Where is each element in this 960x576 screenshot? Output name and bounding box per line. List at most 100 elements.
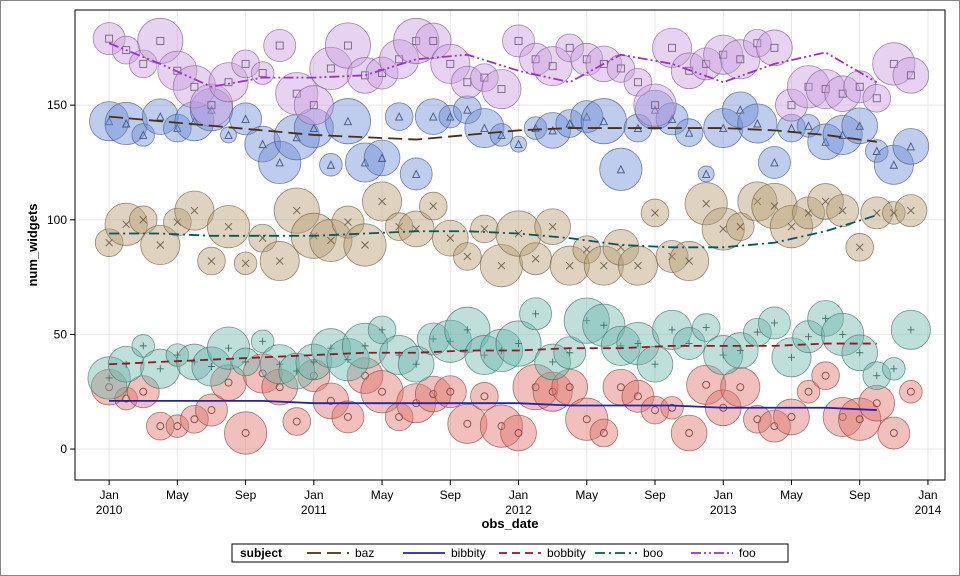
marker-symbol: [770, 43, 779, 52]
marker-symbol: [906, 387, 915, 396]
marker-symbol: [702, 324, 710, 332]
bubble: [414, 98, 452, 135]
marker-symbol: [549, 358, 557, 366]
marker-symbol: [480, 392, 489, 401]
marker-symbol: [770, 319, 778, 327]
marker-symbol: [429, 202, 438, 210]
marker-symbol: [497, 422, 506, 431]
marker-symbol: [514, 139, 523, 149]
bubble: [892, 57, 930, 94]
marker-symbol: [412, 37, 421, 45]
marker-symbol: [463, 252, 472, 261]
marker-symbol: [207, 105, 216, 114]
marker-symbol: [855, 82, 864, 91]
marker-symbol: [327, 236, 335, 245]
legend-label: boo: [643, 546, 663, 560]
marker-symbol: [684, 128, 694, 137]
bubble: [244, 125, 281, 163]
bubble: [623, 67, 653, 97]
marker-symbol: [377, 153, 387, 162]
bubble: [195, 393, 228, 427]
bubble: [565, 397, 609, 441]
marker-symbol: [668, 43, 677, 52]
marker-symbol: [804, 387, 813, 396]
marker-symbol: [736, 346, 744, 354]
marker-symbol: [787, 413, 796, 421]
marker-symbol: [122, 46, 131, 55]
marker-symbol: [139, 342, 147, 350]
marker-symbol: [344, 356, 352, 364]
marker-symbol: [600, 321, 608, 329]
marker-symbol: [531, 383, 540, 392]
marker-symbol: [821, 85, 830, 94]
bubble: [807, 123, 844, 161]
marker-symbol: [207, 257, 216, 265]
marker-symbol: [480, 351, 488, 359]
marker-symbol: [531, 254, 540, 263]
marker-symbol: [753, 197, 762, 206]
bubble: [131, 123, 155, 147]
marker-symbol: [378, 197, 386, 206]
marker-symbol: [292, 417, 301, 426]
marker-symbol: [599, 429, 608, 437]
bubble: [324, 22, 371, 69]
marker-symbol: [139, 59, 148, 68]
bubble: [555, 33, 584, 63]
x-tick-label: May: [780, 488, 803, 502]
marker-symbol: [310, 358, 318, 366]
trend-line: [109, 342, 877, 366]
marker-symbol: [753, 118, 762, 128]
marker-symbol: [753, 39, 762, 48]
marker-symbol: [139, 215, 148, 224]
marker-symbol: [634, 340, 642, 348]
x-tick-label: Sep: [235, 488, 257, 502]
bubble: [758, 409, 791, 443]
marker-symbol: [804, 121, 813, 130]
marker-symbol: [650, 105, 660, 114]
bubble: [589, 418, 619, 448]
marker-symbol: [583, 317, 591, 325]
bubble: [220, 126, 237, 144]
marker-symbol: [890, 209, 898, 217]
legend: subject baz bibbity bobbity boo foo: [231, 543, 789, 563]
marker-symbol: [224, 222, 233, 231]
bubble: [464, 108, 505, 149]
bubble: [786, 65, 831, 109]
marker-symbol: [326, 396, 335, 405]
bubble: [862, 84, 892, 113]
trend-line: [108, 42, 878, 88]
marker-symbol: [292, 89, 301, 98]
marker-symbol: [156, 112, 165, 121]
bubble: [737, 103, 778, 144]
marker-symbol: [394, 112, 404, 121]
bubble: [500, 414, 537, 452]
marker-symbol: [565, 261, 574, 270]
bubble: [430, 43, 471, 84]
marker-symbol: [906, 71, 915, 80]
marker-symbol: [224, 78, 233, 87]
marker-symbol: [446, 234, 455, 242]
bubble: [892, 128, 930, 165]
marker-symbol: [480, 73, 489, 82]
trend-line: [109, 115, 877, 143]
marker-symbol: [173, 218, 182, 226]
marker-symbol: [242, 358, 250, 366]
marker-symbol: [258, 369, 267, 378]
marker-symbol: [275, 41, 284, 50]
marker-symbol: [225, 344, 233, 352]
marker-symbol: [275, 157, 284, 167]
marker-symbol: [293, 367, 301, 375]
marker-symbol: [411, 169, 421, 178]
x-tick-label: Jan: [509, 488, 528, 502]
marker-symbol: [685, 66, 694, 75]
bubble: [258, 140, 302, 185]
x-tick-label: Sep: [440, 488, 462, 502]
x-tick-label: Jan: [304, 488, 323, 502]
marker-symbol: [838, 413, 847, 421]
bubble: [282, 407, 312, 436]
marker-symbol: [105, 383, 114, 392]
bubble: [858, 384, 896, 422]
marker-symbol: [838, 89, 847, 98]
bubble: [126, 375, 160, 409]
bubble: [555, 109, 584, 138]
